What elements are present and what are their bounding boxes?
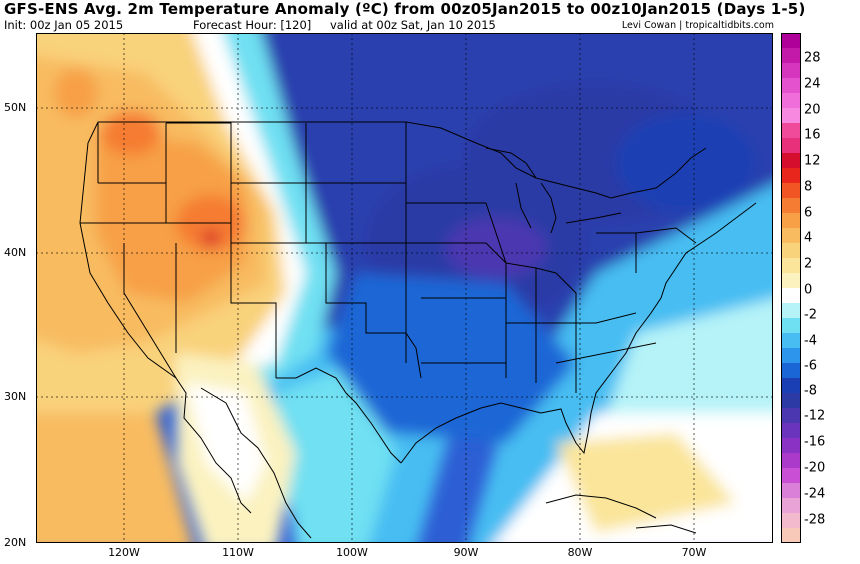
colorbar-label: 24	[804, 76, 821, 92]
colorbar-swatch	[781, 453, 801, 469]
colorbar-label: 2	[804, 256, 813, 272]
colorbar-label: 28	[804, 50, 821, 66]
forecast-hour: Forecast Hour: [120]	[193, 18, 312, 32]
lon-label-120w: 120W	[108, 546, 140, 559]
colorbar-swatch	[781, 33, 801, 49]
lat-label-20n: 20N	[4, 536, 27, 549]
colorbar-swatch	[781, 258, 801, 274]
lat-label-30n: 30N	[4, 390, 27, 403]
lon-label-100w: 100W	[336, 546, 368, 559]
colorbar-label: 12	[804, 153, 821, 169]
colorbar-swatch	[781, 363, 801, 379]
colorbar-swatch	[781, 498, 801, 514]
lat-label-50n: 50N	[4, 101, 27, 114]
colorbar-swatch	[781, 483, 801, 499]
colorbar-label: 4	[804, 230, 813, 246]
colorbar-swatch	[781, 78, 801, 94]
colorbar-swatch	[781, 528, 801, 543]
colorbar-swatch	[781, 108, 801, 124]
lon-label-90w: 90W	[453, 546, 479, 559]
colorbar-swatch	[781, 303, 801, 319]
colorbar-label: -28	[804, 512, 826, 528]
colorbar-swatch	[781, 318, 801, 334]
colorbar-swatch	[781, 333, 801, 349]
colorbar-label: 16	[804, 127, 821, 143]
colorbar-swatch	[781, 123, 801, 139]
colorbar-label: -8	[804, 383, 817, 399]
credit-text: Levi Cowan | tropicaltidbits.com	[621, 20, 774, 31]
colorbar-swatch	[781, 198, 801, 214]
colorbar-swatch	[781, 288, 801, 304]
valid-time: valid at 00z Sat, Jan 10 2015	[330, 18, 496, 32]
colorbar-swatch	[781, 393, 801, 409]
colorbar-label: -6	[804, 358, 817, 374]
colorbar-swatch	[781, 153, 801, 169]
colorbar-swatch	[781, 138, 801, 154]
colorbar-swatch	[781, 273, 801, 289]
colorbar-swatch	[781, 408, 801, 424]
colorbar-label: -12	[804, 408, 826, 424]
colorbar	[781, 33, 801, 543]
colorbar-swatch	[781, 348, 801, 364]
colorbar-swatch	[781, 468, 801, 484]
anomaly-field	[36, 33, 773, 543]
lon-label-110w: 110W	[222, 546, 254, 559]
colorbar-label: 6	[804, 205, 813, 221]
lon-label-80w: 80W	[567, 546, 593, 559]
colorbar-label: 20	[804, 102, 821, 118]
lat-label-40n: 40N	[4, 246, 27, 259]
colorbar-swatch	[781, 93, 801, 109]
map-title: GFS-ENS Avg. 2m Temperature Anomaly (ºC)…	[4, 0, 806, 18]
colorbar-label: -4	[804, 333, 817, 349]
colorbar-label: 0	[804, 282, 813, 298]
colorbar-label: -2	[804, 307, 817, 323]
colorbar-swatch	[781, 63, 801, 79]
colorbar-label: -20	[804, 460, 826, 476]
colorbar-swatch	[781, 183, 801, 199]
init-time: Init: 00z Jan 05 2015	[4, 18, 124, 32]
colorbar-swatch	[781, 438, 801, 454]
colorbar-swatch	[781, 243, 801, 259]
colorbar-swatch	[781, 168, 801, 184]
colorbar-swatch	[781, 423, 801, 439]
lon-label-70w: 70W	[681, 546, 707, 559]
colorbar-swatch	[781, 378, 801, 394]
colorbar-swatch	[781, 513, 801, 529]
temperature-anomaly-map	[36, 33, 773, 543]
colorbar-swatch	[781, 48, 801, 64]
colorbar-label: 8	[804, 179, 813, 195]
lat-lon-grid	[36, 33, 773, 543]
map-frame	[36, 33, 773, 543]
colorbar-swatch	[781, 228, 801, 244]
colorbar-label: -16	[804, 434, 826, 450]
colorbar-swatch	[781, 213, 801, 229]
colorbar-label: -24	[804, 486, 826, 502]
